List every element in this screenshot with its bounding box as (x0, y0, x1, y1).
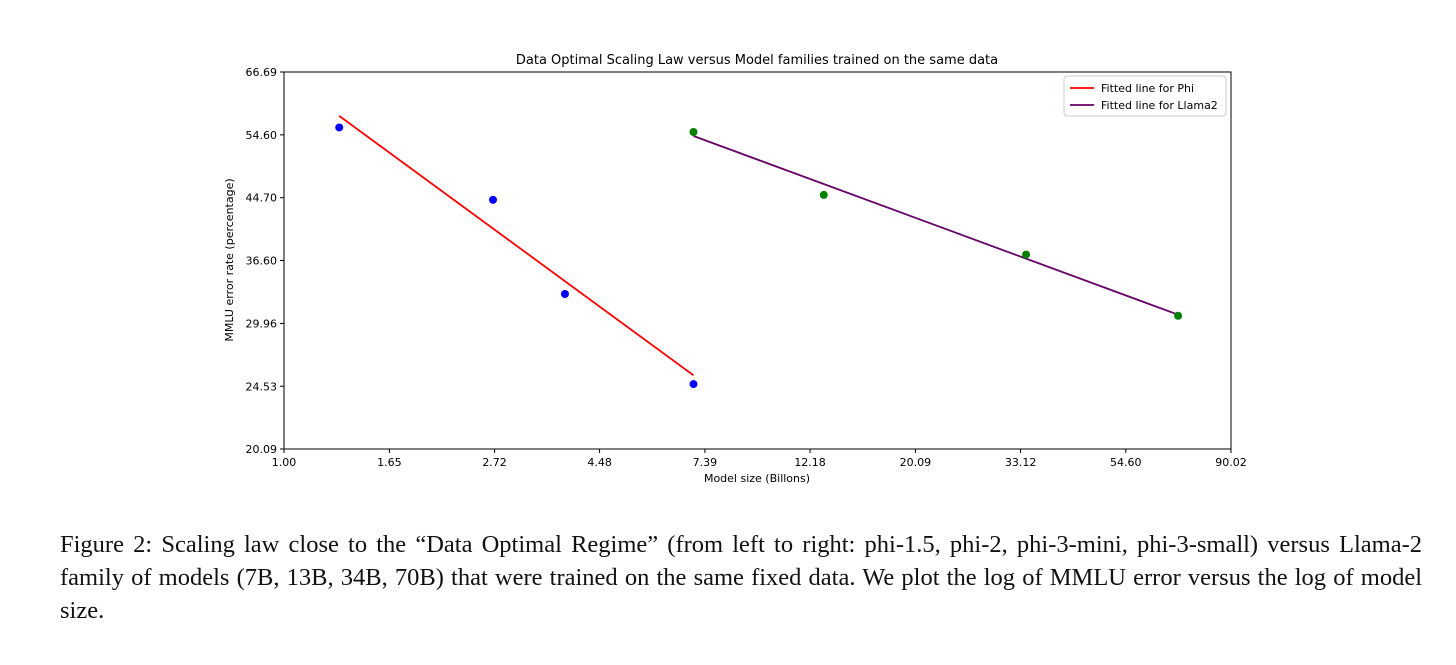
x-tick-label: 12.18 (794, 456, 826, 469)
chart-marks (335, 115, 1183, 389)
y-tick-label: 20.09 (246, 443, 278, 456)
legend-box (1063, 75, 1227, 117)
plot-frame (283, 71, 1232, 450)
data-point (1022, 250, 1031, 259)
data-point (819, 190, 828, 199)
fitted-line-2 (338, 115, 695, 377)
x-tick-label: 54.60 (1110, 456, 1142, 469)
y-axis-ticks: 20.09 24.53 29.96 36.60 44.70 54.60 66.69 (246, 66, 284, 456)
y-axis-label: MMLU error rate (percentage) (223, 178, 236, 341)
y-tick-label: 66.69 (246, 66, 278, 79)
y-tick-label: 24.53 (246, 380, 278, 393)
scatter-chart: Data Optimal Scaling Law versus Model fa… (223, 53, 1247, 485)
data-point (489, 195, 498, 204)
fitted-line-3 (693, 135, 1179, 316)
y-tick-label: 54.60 (246, 129, 278, 142)
x-tick-label: 33.12 (1005, 456, 1037, 469)
x-axis-label: Model size (Billons) (704, 472, 810, 485)
x-tick-label: 1.65 (377, 456, 402, 469)
chart-figure: Data Optimal Scaling Law versus Model fa… (223, 53, 1247, 485)
data-point (1174, 311, 1183, 320)
x-tick-label: 7.39 (693, 456, 718, 469)
x-tick-label: 90.02 (1215, 456, 1247, 469)
y-tick-label: 29.96 (246, 317, 278, 330)
data-point (560, 290, 569, 299)
legend-label: Fitted line for Llama2 (1101, 99, 1218, 112)
legend-label: Fitted line for Phi (1101, 82, 1194, 95)
x-axis-ticks: 1.00 1.65 2.72 4.48 7.39 12.18 20.09 33.12 54.60… (272, 449, 1247, 469)
data-point (689, 380, 698, 389)
y-tick-label: 36.60 (246, 255, 278, 268)
x-tick-label: 2.72 (482, 456, 507, 469)
x-tick-label: 20.09 (900, 456, 932, 469)
legend-entries: Fitted line for Phi Fitted line for Llama… (1070, 82, 1218, 112)
chart-legend: Fitted line for Phi Fitted line for Llama… (1063, 75, 1227, 117)
figure-caption: Figure 2: Scaling law close to the “Data… (60, 531, 1422, 624)
y-tick-label: 44.70 (246, 192, 278, 205)
x-tick-label: 4.48 (587, 456, 612, 469)
data-point (689, 127, 698, 136)
chart-title: Data Optimal Scaling Law versus Model fa… (516, 53, 998, 68)
x-tick-label: 1.00 (272, 456, 297, 469)
data-point (335, 123, 344, 132)
